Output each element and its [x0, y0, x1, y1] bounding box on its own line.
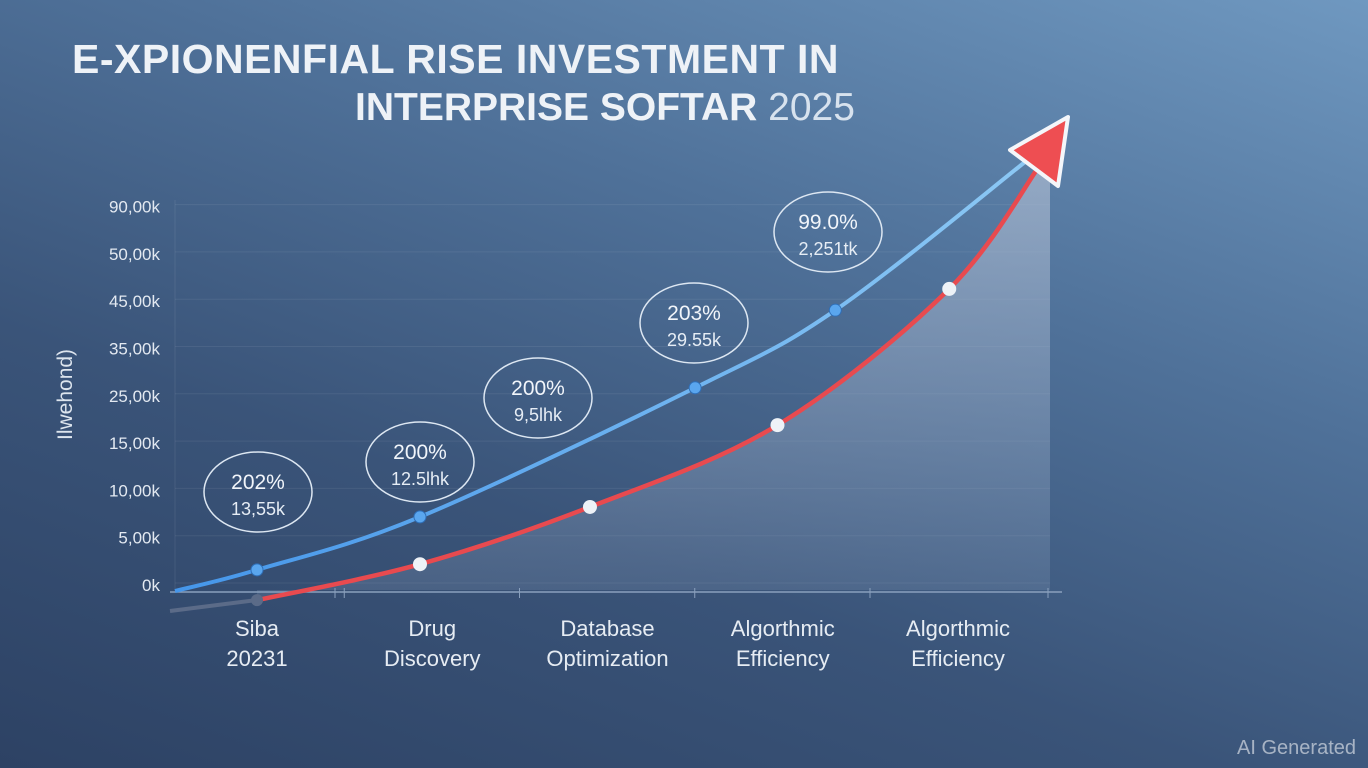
- y-tick-label: 25,00k: [109, 387, 161, 406]
- red-data-point: [770, 418, 785, 433]
- annotation-value: 2,251tk: [798, 239, 858, 259]
- y-tick-label: 45,00k: [109, 292, 161, 311]
- y-tick-label: 5,00k: [118, 529, 160, 548]
- y-tick-label: 0k: [142, 576, 160, 595]
- x-tick-label: Algorthmic: [906, 616, 1010, 641]
- annotation-bubble: [639, 282, 749, 364]
- y-tick-label: 35,00k: [109, 340, 161, 359]
- area-under-red: [257, 150, 1050, 601]
- x-tick-label: Drug: [408, 616, 456, 641]
- annotation-value: 12.5lhk: [391, 469, 450, 489]
- blue-data-point: [413, 510, 427, 524]
- annotation-value: 29.55k: [667, 330, 722, 350]
- x-tick-label: Efficiency: [911, 646, 1005, 671]
- x-tick-label: 20231: [226, 646, 287, 671]
- chart-title-line1: E-XPIONENFIAL RISE INVESTMENT IN: [72, 36, 839, 82]
- annotation-value: 13,55k: [231, 499, 286, 519]
- annotation-percent: 200%: [393, 441, 447, 464]
- annotation-bubble: [203, 451, 313, 533]
- red-data-point: [582, 499, 597, 514]
- gray-start-line: [169, 598, 258, 613]
- red-data-point: [251, 594, 263, 607]
- watermark: AI Generated: [1237, 737, 1356, 759]
- blue-data-point: [828, 303, 842, 317]
- annotation-percent: 203%: [667, 302, 721, 325]
- y-axis-label: Ilwehond): [54, 349, 77, 440]
- annotation-value: 9,5lhk: [514, 405, 563, 425]
- title-text: INTERPRISE SOFTAR: [355, 86, 758, 129]
- y-tick-label: 90,00k: [109, 198, 161, 217]
- arrow-head-icon: [1008, 115, 1070, 188]
- red-series-line: [256, 163, 1042, 603]
- y-tick-label: 10,00k: [109, 481, 161, 500]
- x-tick-label: Algorthmic: [731, 616, 835, 641]
- x-tick-label: Siba: [235, 616, 280, 641]
- title-year: 2025: [768, 86, 855, 129]
- annotation-bubble: [773, 191, 883, 273]
- blue-data-point: [250, 563, 264, 577]
- x-tick-label: Database: [560, 616, 654, 641]
- annotation-bubble: [365, 421, 475, 503]
- x-tick-label: Optimization: [546, 646, 668, 671]
- x-tick-label: Efficiency: [736, 646, 830, 671]
- annotation-bubble: [483, 357, 593, 439]
- blue-data-point: [688, 381, 702, 395]
- x-tick-label: Discovery: [384, 646, 481, 671]
- annotation-percent: 202%: [231, 471, 285, 494]
- annotation-percent: 99.0%: [798, 211, 858, 234]
- red-data-point: [942, 281, 957, 296]
- y-tick-label: 50,00k: [109, 245, 161, 264]
- red-data-point: [412, 557, 427, 572]
- y-tick-label: 15,00k: [109, 434, 161, 453]
- chart-title-line2: INTERPRISE SOFTAR 2025: [355, 86, 855, 130]
- annotation-percent: 200%: [511, 377, 565, 400]
